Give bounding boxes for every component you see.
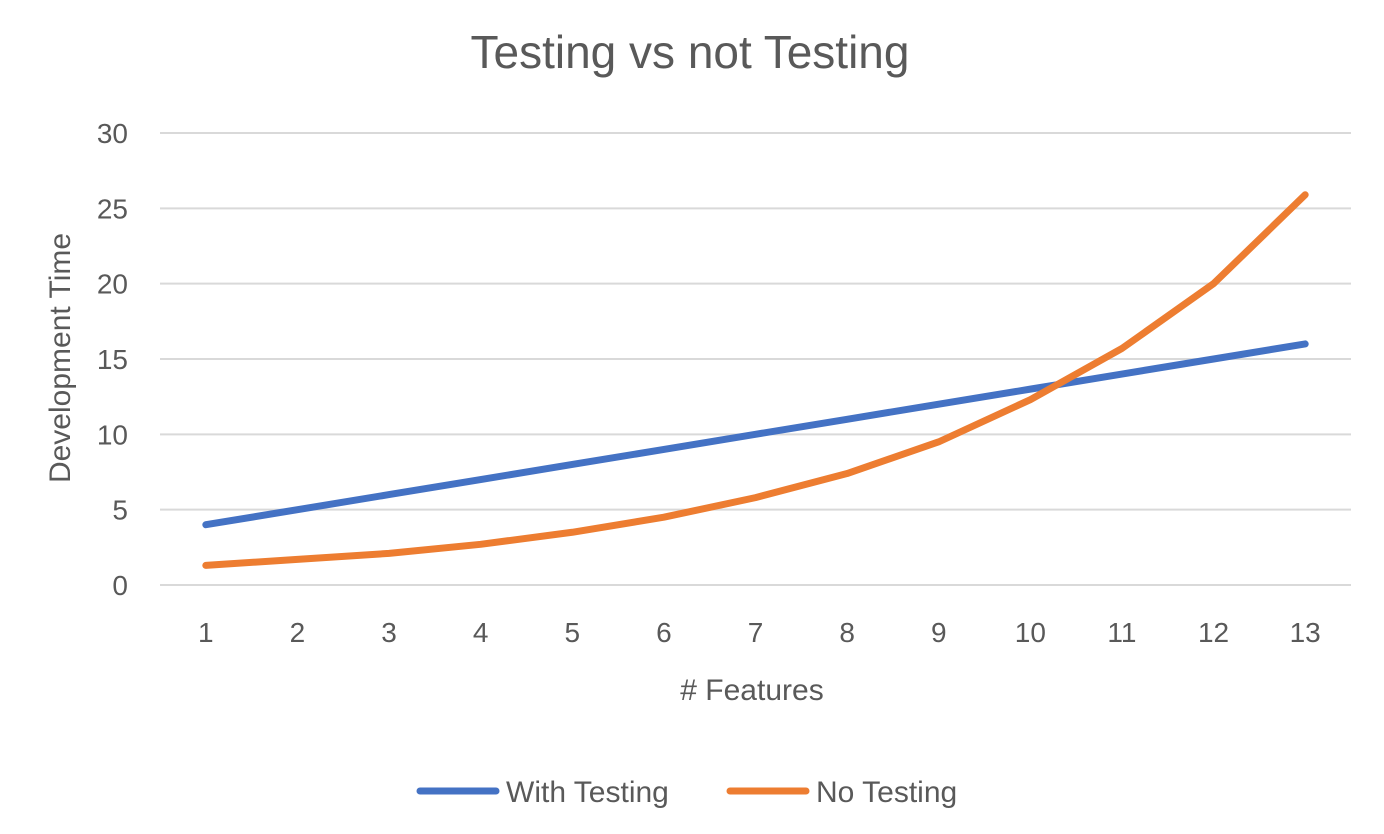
y-tick-label: 5 [112,495,128,526]
y-tick-label: 30 [97,118,128,149]
y-tick-label: 15 [97,344,128,375]
x-axis-label: # Features [680,674,823,707]
x-tick-label: 13 [1290,617,1321,648]
x-tick-label: 7 [748,617,764,648]
x-tick-label: 12 [1198,617,1229,648]
legend-label: With Testing [506,776,669,809]
x-tick-label: 4 [473,617,489,648]
x-tick-label: 9 [931,617,947,648]
y-tick-label: 10 [97,419,128,450]
x-tick-label: 2 [290,617,306,648]
y-tick-label: 0 [112,570,128,601]
y-axis-label: Development Time [44,233,77,483]
chart-title: Testing vs not Testing [471,26,910,78]
x-tick-label: 10 [1015,617,1046,648]
series-line [202,191,1309,569]
x-tick-label: 3 [381,617,397,648]
y-tick-label: 20 [97,269,128,300]
x-tick-label: 5 [564,617,580,648]
y-tick-label: 25 [97,193,128,224]
y-axis-ticks: 0 5 10 15 20 25 30 [97,118,128,601]
x-axis-ticks: 1 2 3 4 5 6 7 8 9 10 11 12 13 [198,617,1321,648]
legend: With Testing No Testing [416,776,957,809]
legend-label: No Testing [816,776,957,809]
x-tick-label: 1 [198,617,214,648]
x-tick-label: 11 [1107,617,1136,648]
series-line [202,340,1309,529]
series-lines [202,191,1309,569]
x-tick-label: 8 [839,617,855,648]
x-tick-label: 6 [656,617,672,648]
gridlines [160,132,1351,586]
